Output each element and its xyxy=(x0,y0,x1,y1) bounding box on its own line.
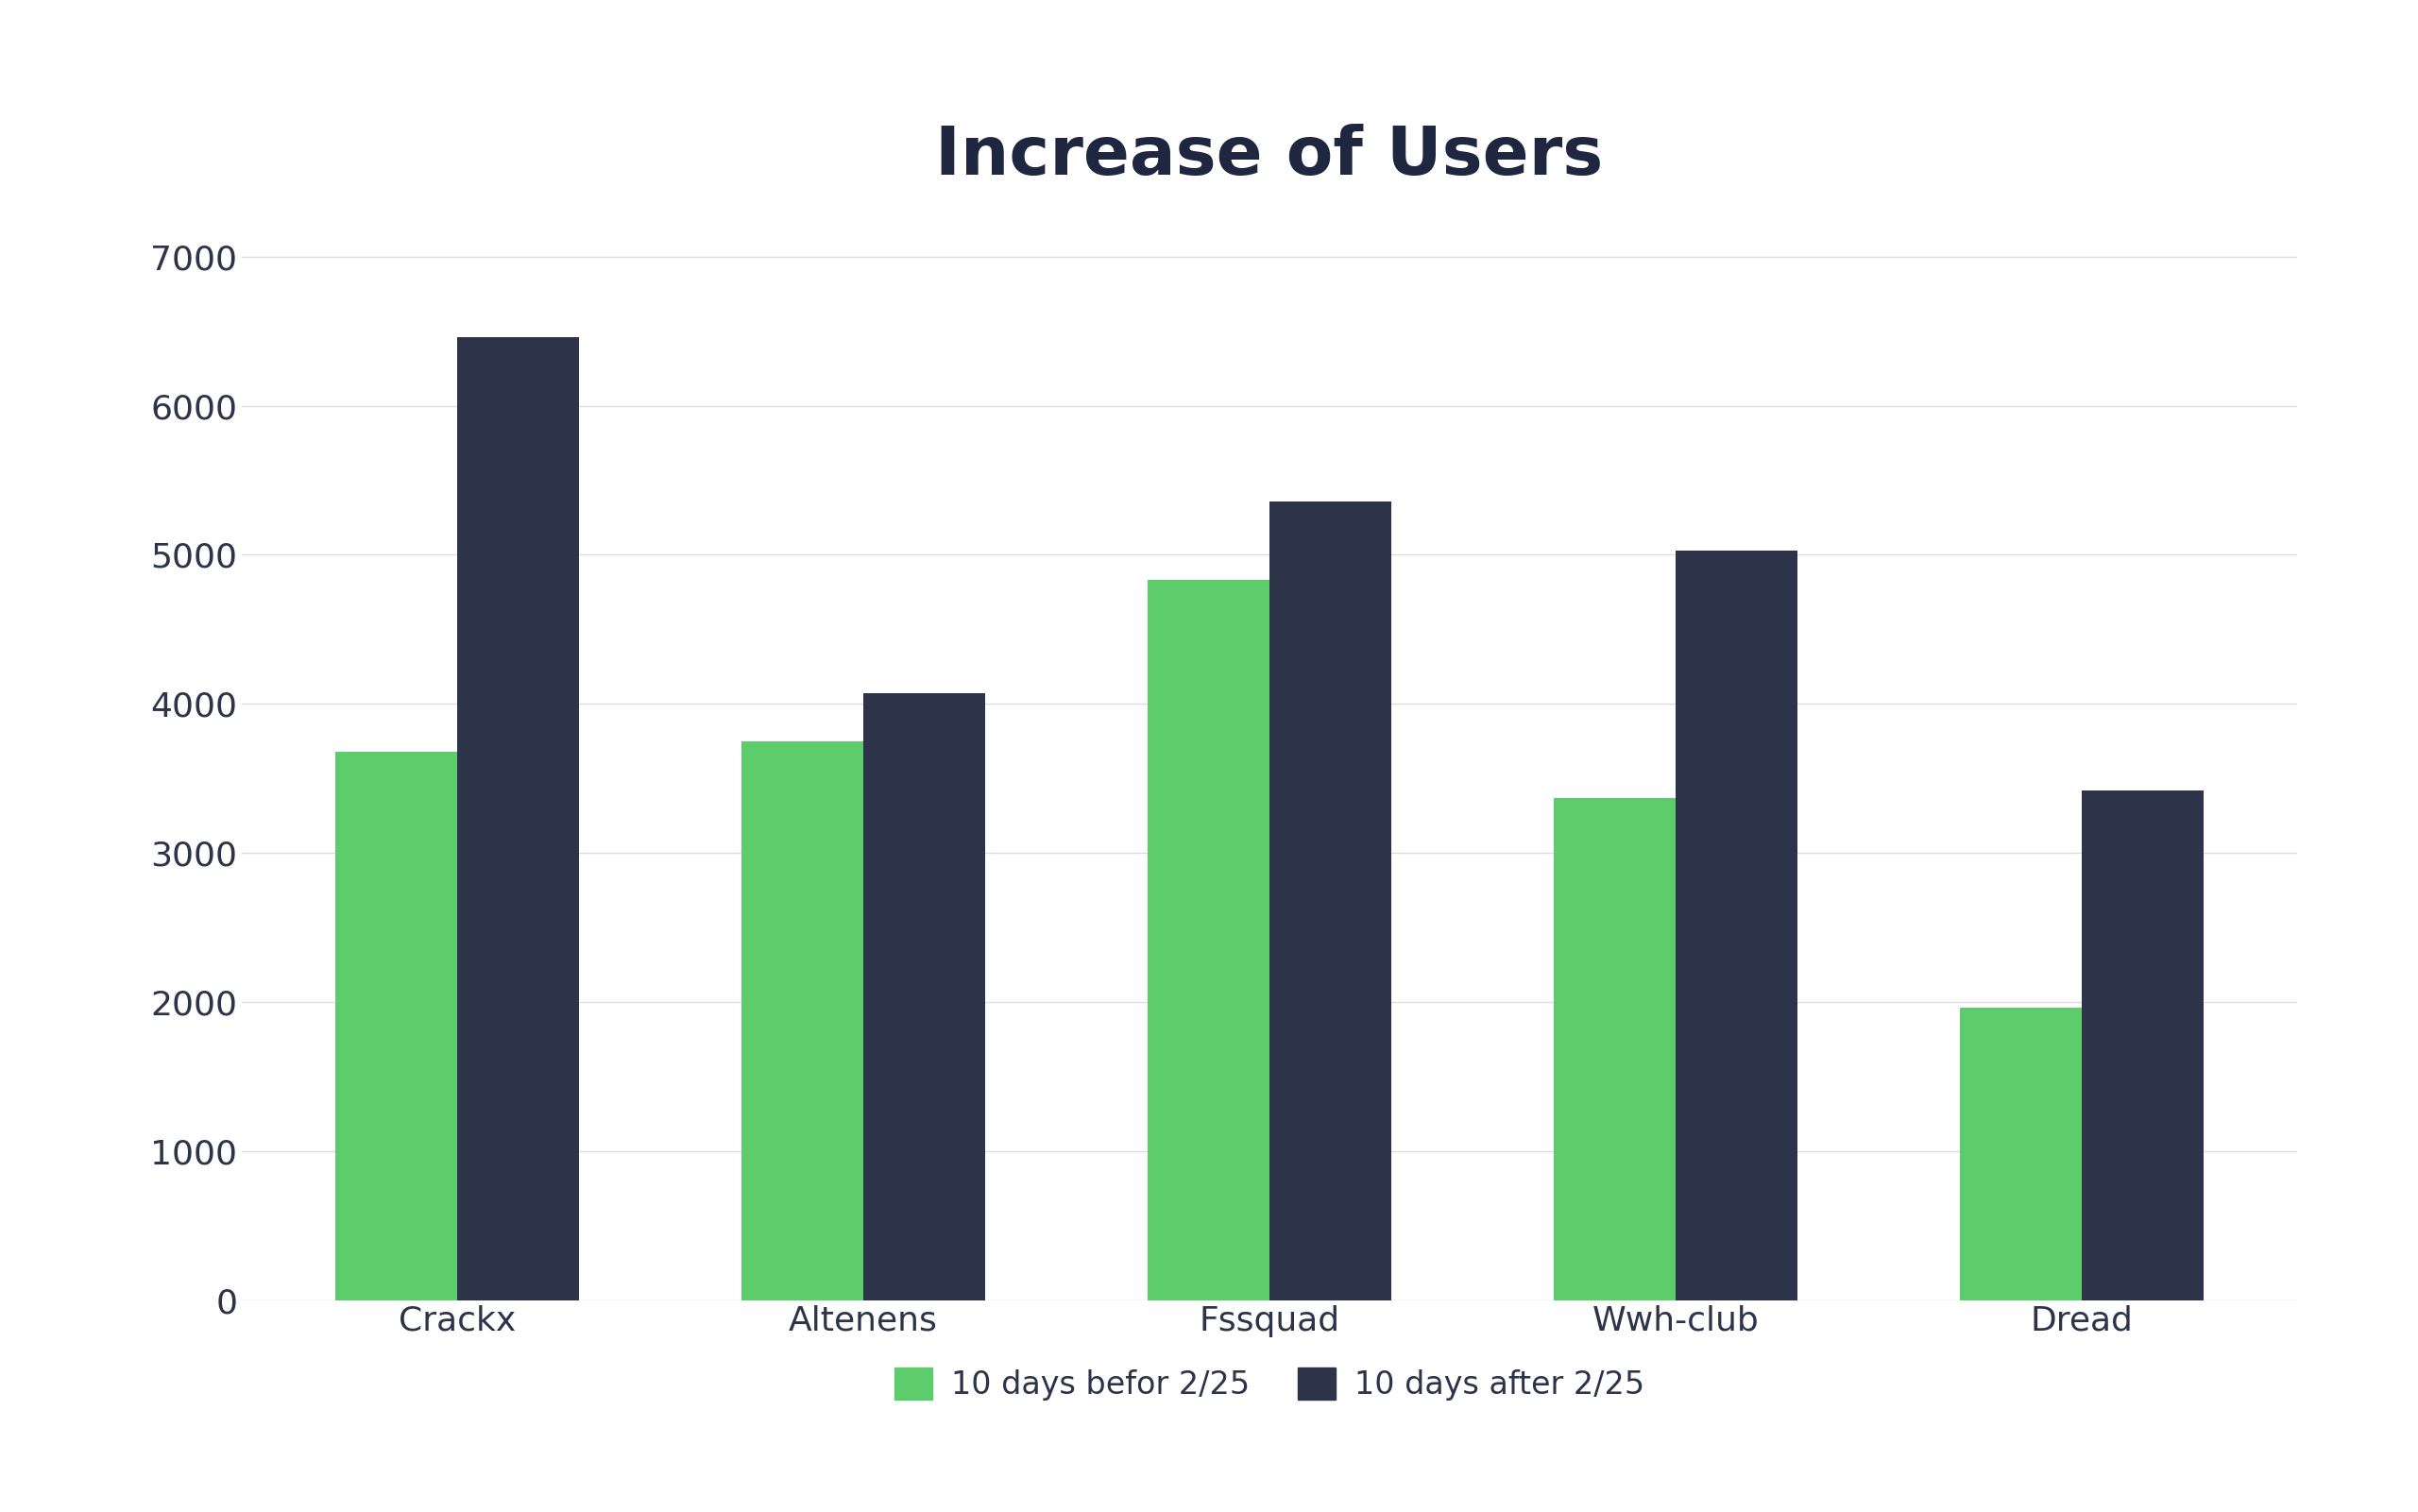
Bar xyxy=(1676,550,1797,1300)
Legend: 10 days befor 2/25, 10 days after 2/25: 10 days befor 2/25, 10 days after 2/25 xyxy=(883,1355,1656,1414)
Bar xyxy=(457,337,578,1300)
Title: Increase of Users: Increase of Users xyxy=(936,124,1603,189)
Bar xyxy=(1149,581,1269,1300)
Bar xyxy=(863,694,984,1300)
Bar xyxy=(1269,500,1390,1300)
Bar xyxy=(742,741,863,1300)
Bar xyxy=(2082,791,2203,1300)
Bar xyxy=(1555,798,1676,1300)
Bar xyxy=(336,751,457,1300)
Bar xyxy=(1961,1009,2082,1300)
